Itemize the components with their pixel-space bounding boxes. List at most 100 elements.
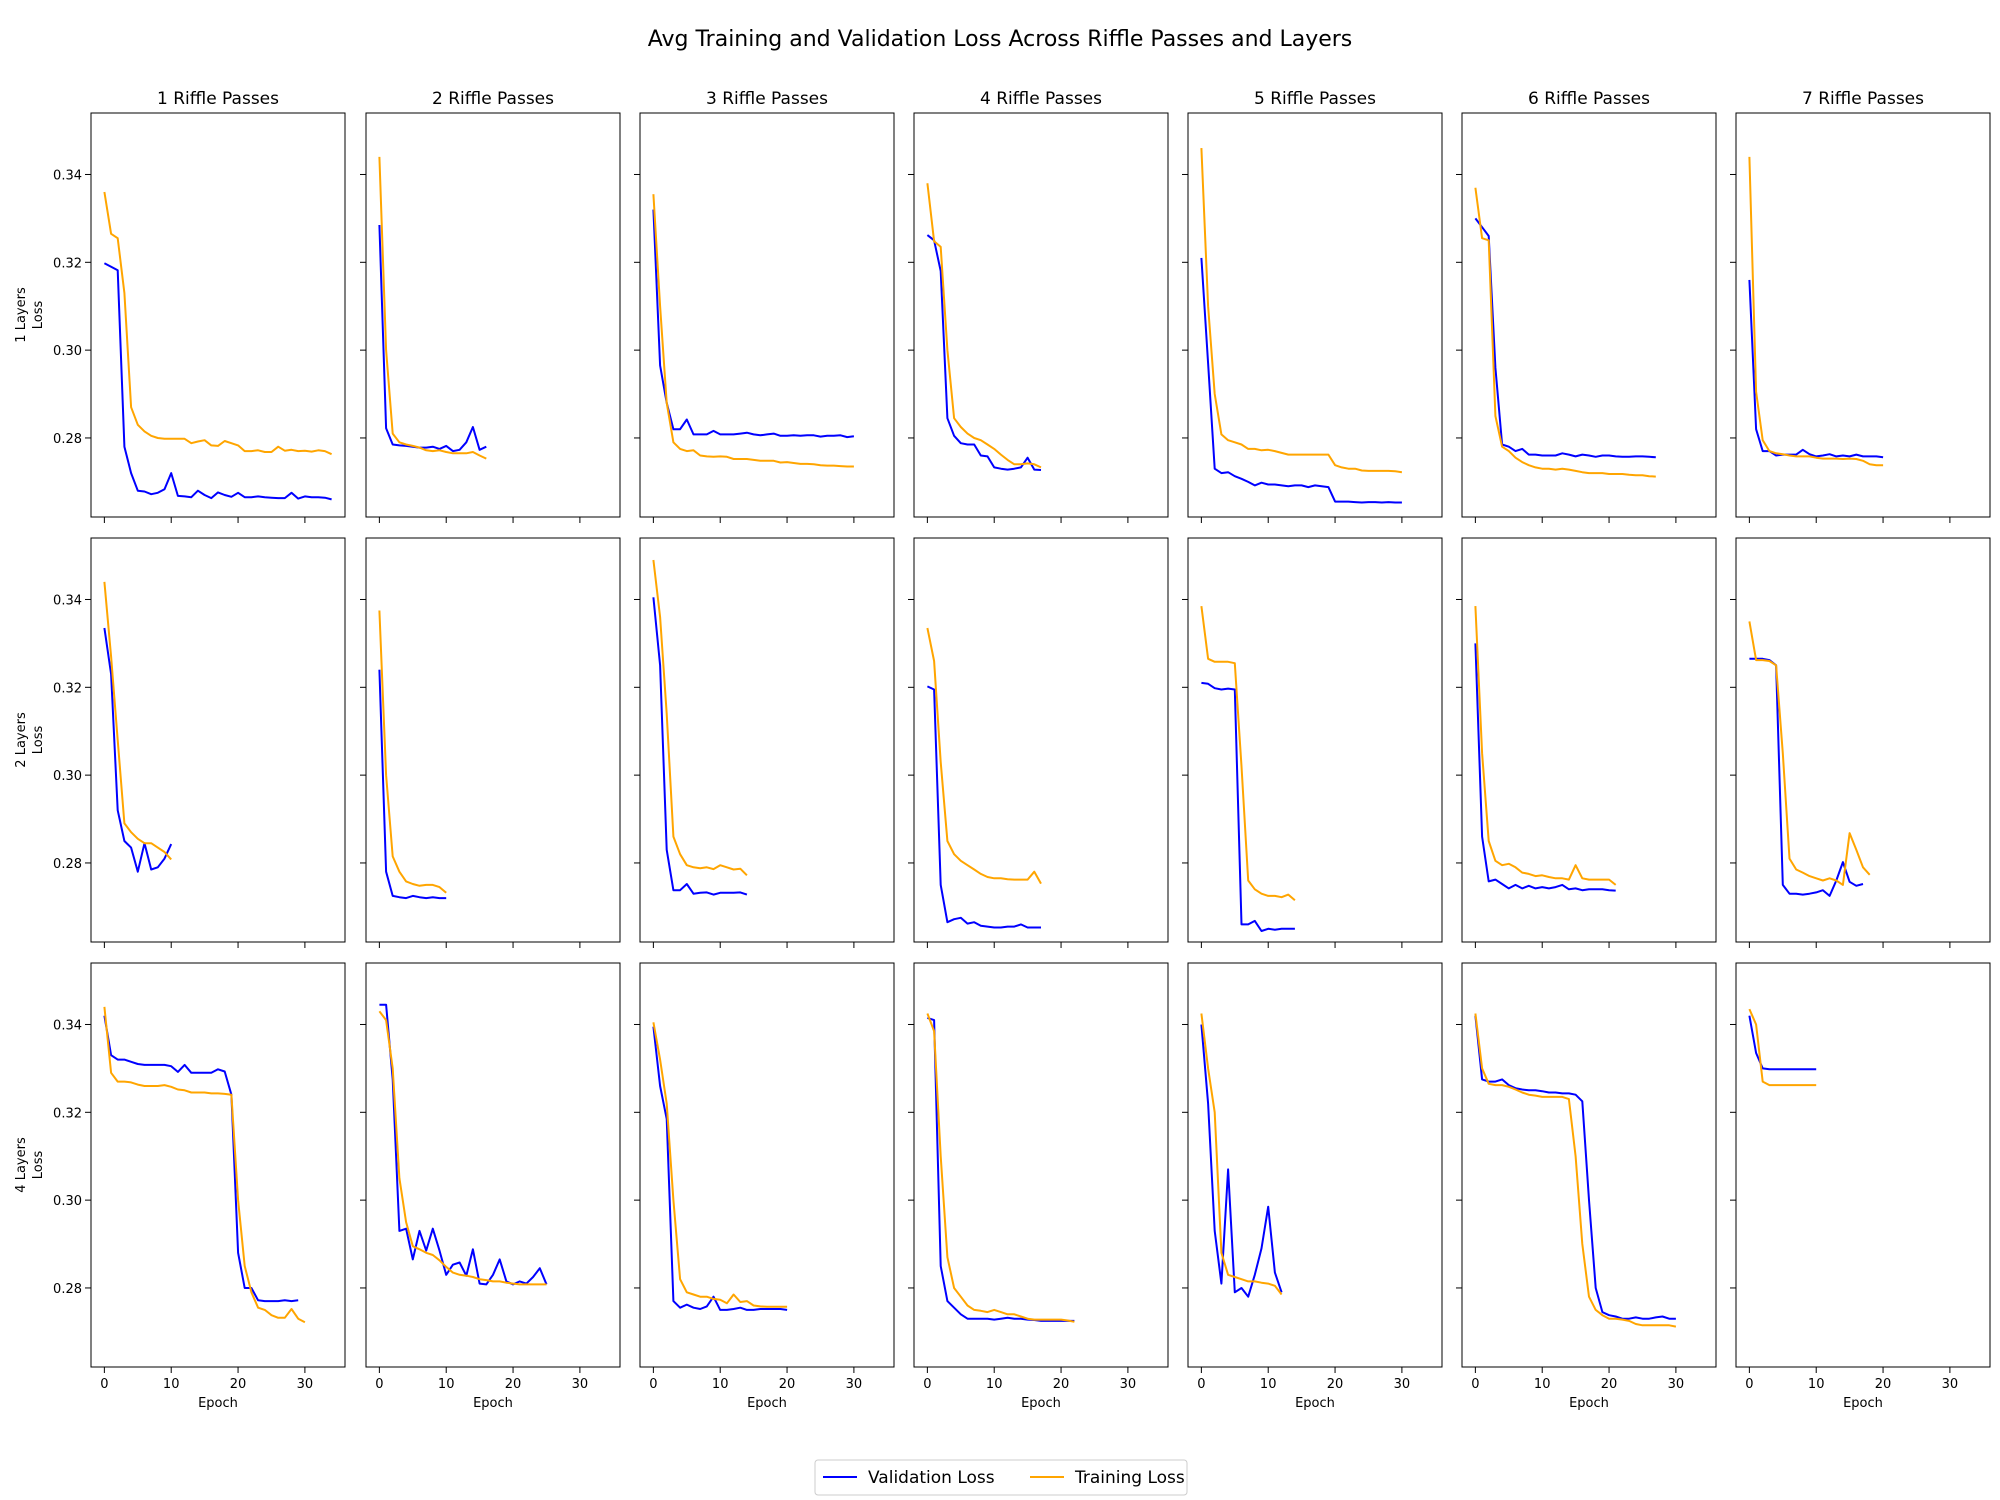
y-tick-label: 0.32 xyxy=(53,681,82,696)
panel-r1-c5: 5 Riffle Passes xyxy=(1182,89,1443,523)
x-tick-label: 10 xyxy=(712,1377,729,1392)
column-title: 6 Riffle Passes xyxy=(1528,89,1650,109)
panel-r1-c4: 4 Riffle Passes xyxy=(908,89,1169,523)
legend-validation-label: Validation Loss xyxy=(868,1468,995,1488)
validation-loss-line xyxy=(926,234,1042,471)
x-tick-label: 0 xyxy=(649,1377,657,1392)
x-tick-label: 30 xyxy=(1942,1377,1959,1392)
x-tick-label: 30 xyxy=(1120,1377,1137,1392)
x-tick-label: 10 xyxy=(1534,1377,1551,1392)
x-tick-label: 0 xyxy=(1197,1377,1205,1392)
panel-frame xyxy=(1735,537,1991,943)
panel-frame xyxy=(1461,537,1717,943)
training-loss-line xyxy=(378,610,447,894)
panel-r1-c3: 3 Riffle Passes xyxy=(634,89,895,523)
training-loss-line xyxy=(378,156,487,460)
training-loss-line xyxy=(1474,606,1617,886)
legend: Validation Loss Training Loss xyxy=(814,1459,1188,1496)
training-loss-line xyxy=(652,194,854,468)
y-tick-label: 0.30 xyxy=(53,769,82,784)
validation-loss-line xyxy=(1200,1024,1283,1298)
column-title: 7 Riffle Passes xyxy=(1802,89,1924,109)
x-tick-label: 20 xyxy=(230,1377,247,1392)
x-tick-label: 0 xyxy=(1471,1377,1479,1392)
validation-loss-line xyxy=(1474,643,1616,892)
validation-loss-line xyxy=(1474,1015,1676,1320)
panel-r2-c6 xyxy=(1456,537,1717,948)
y-tick-label: 0.28 xyxy=(53,857,82,872)
y-tick-label: 0.28 xyxy=(53,432,82,447)
y-axis-label: Loss xyxy=(31,1151,46,1180)
column-title: 4 Riffle Passes xyxy=(980,89,1102,109)
y-tick-label: 0.30 xyxy=(53,1194,82,1209)
x-tick-label: 0 xyxy=(375,1377,383,1392)
panel-frame xyxy=(1187,962,1443,1368)
figure-title: Avg Training and Validation Loss Across … xyxy=(648,27,1353,52)
panel-frame xyxy=(365,112,621,518)
validation-loss-line xyxy=(926,685,1041,929)
row-label: 2 Layers xyxy=(14,712,29,768)
training-loss-line xyxy=(103,581,172,861)
panel-r3-c5: 0 10 20 30 Epoch xyxy=(1182,962,1443,1411)
training-loss-line xyxy=(652,1022,788,1308)
training-loss-line xyxy=(1200,605,1296,902)
panel-r3-c4: 0 10 20 30 Epoch xyxy=(908,962,1169,1411)
y-tick-label: 0.28 xyxy=(53,1282,82,1297)
x-axis-label: Epoch xyxy=(1021,1396,1061,1411)
panel-r2-c2 xyxy=(360,537,621,948)
panel-frame xyxy=(913,112,1169,518)
y-tick-label: 0.34 xyxy=(53,1018,82,1033)
panel-frame xyxy=(90,537,346,943)
y-tick-label: 0.34 xyxy=(53,168,82,183)
panel-r1-c7: 7 Riffle Passes xyxy=(1730,89,1991,523)
y-axis-label: Loss xyxy=(31,301,46,330)
panel-frame xyxy=(639,112,895,518)
panel-frame xyxy=(639,962,895,1368)
y-axis-label: Loss xyxy=(31,726,46,755)
x-tick-label: 10 xyxy=(1808,1377,1825,1392)
panel-r3-c6: 0 10 20 30 Epoch xyxy=(1456,962,1717,1411)
training-loss-line xyxy=(1200,148,1403,474)
panel-r3-c1: 0.28 0.30 0.32 0.34 0 10 20 30 Epoch 4 Layers Loss xyxy=(14,962,346,1411)
x-tick-label: 10 xyxy=(438,1377,455,1392)
column-title: 3 Riffle Passes xyxy=(706,89,828,109)
y-tick-label: 0.32 xyxy=(53,1106,82,1121)
x-tick-label: 10 xyxy=(163,1377,180,1392)
panel-r2-c5 xyxy=(1182,537,1443,948)
training-loss-line xyxy=(1200,1013,1283,1296)
x-tick-label: 20 xyxy=(779,1377,796,1392)
x-tick-label: 30 xyxy=(297,1377,314,1392)
validation-loss-line xyxy=(103,627,173,873)
x-tick-label: 20 xyxy=(1053,1377,1070,1392)
y-tick-label: 0.30 xyxy=(53,344,82,359)
x-tick-label: 0 xyxy=(923,1377,931,1392)
validation-loss-line xyxy=(1474,217,1656,459)
y-tick-label: 0.32 xyxy=(53,256,82,271)
x-axis-label: Epoch xyxy=(198,1396,238,1411)
column-title: 5 Riffle Passes xyxy=(1254,89,1376,109)
panel-r2-c3 xyxy=(634,537,895,948)
training-loss-line xyxy=(1748,1008,1817,1087)
panel-frame xyxy=(1461,962,1717,1368)
x-tick-label: 30 xyxy=(1394,1377,1411,1392)
panel-r3-c3: 0 10 20 30 Epoch xyxy=(634,962,895,1411)
row-label: 4 Layers xyxy=(14,1137,29,1193)
panel-r3-c2: 0 10 20 30 Epoch xyxy=(360,962,621,1411)
x-tick-label: 0 xyxy=(100,1377,108,1392)
training-loss-line xyxy=(1474,187,1656,478)
training-loss-line xyxy=(1748,621,1871,886)
panel-frame xyxy=(913,537,1169,943)
panel-r2-c7 xyxy=(1730,537,1991,948)
validation-loss-line xyxy=(103,1015,299,1303)
column-title: 1 Riffle Passes xyxy=(157,89,279,109)
training-loss-line xyxy=(926,627,1042,885)
validation-loss-line xyxy=(652,209,855,439)
validation-loss-line xyxy=(1201,681,1295,932)
validation-loss-line xyxy=(1200,257,1402,504)
panel-r1-c2: 2 Riffle Passes xyxy=(360,89,621,523)
validation-loss-line xyxy=(1748,279,1884,459)
training-loss-line xyxy=(378,1010,547,1286)
x-axis-label: Epoch xyxy=(473,1396,513,1411)
validation-loss-line xyxy=(652,597,748,896)
